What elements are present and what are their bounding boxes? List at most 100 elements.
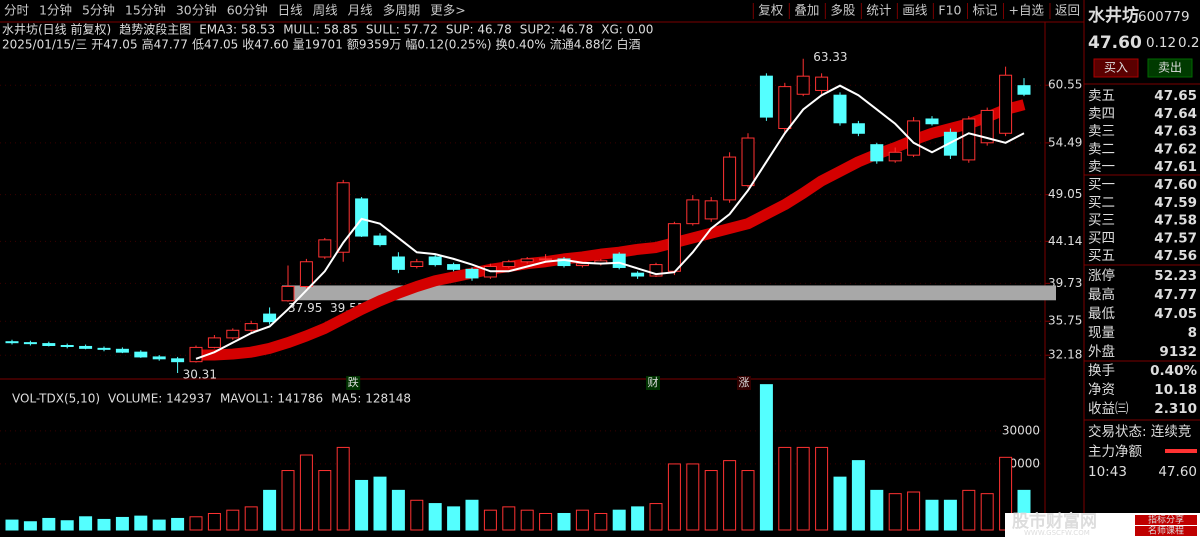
y-tick-label: 32.18	[1048, 348, 1082, 362]
period-tab[interactable]: 60分钟	[227, 3, 268, 18]
candle-body	[741, 137, 755, 187]
trend-band	[196, 99, 1026, 361]
trade-status: 交易状态: 连续竞	[1088, 423, 1191, 440]
row-label: 买一	[1088, 177, 1115, 193]
row-label: 收益㈢	[1088, 401, 1129, 417]
y-tick-label: 35.75	[1048, 314, 1082, 328]
volume-bar	[244, 506, 258, 531]
y-tick-label: 54.49	[1048, 135, 1082, 149]
volume-bar	[299, 454, 313, 531]
period-tab[interactable]: 30分钟	[176, 3, 217, 18]
candle-body	[5, 341, 19, 344]
period-tab[interactable]: 多周期	[383, 3, 421, 18]
volume-bar	[465, 499, 479, 531]
volume-bar	[833, 476, 847, 531]
candle-body	[796, 75, 810, 95]
buy-button[interactable]	[1093, 58, 1139, 78]
row-label: 买二	[1088, 195, 1115, 211]
tool-button[interactable]: 返回	[1055, 3, 1080, 18]
volume-bar	[980, 493, 994, 531]
signal-box	[346, 376, 361, 390]
bar-info: 低47.05	[192, 38, 238, 52]
period-tab[interactable]: 15分钟	[125, 3, 166, 18]
period-tab[interactable]: 5分钟	[82, 3, 115, 18]
candle-body	[815, 76, 829, 91]
volume-bar	[171, 517, 185, 531]
candle-body	[134, 351, 148, 358]
period-tab[interactable]: 分时	[4, 3, 30, 18]
row-label: 最低	[1088, 306, 1116, 322]
bar-info: 开47.05	[91, 38, 137, 52]
bar-info: 流通4.88亿	[550, 37, 613, 52]
tool-button[interactable]: 叠加	[794, 3, 819, 18]
candle-body	[336, 182, 350, 253]
tool-button[interactable]: 统计	[866, 3, 891, 18]
volume-bar	[741, 470, 755, 531]
row-value: 47.64	[1154, 106, 1197, 122]
row-value: 47.65	[1154, 88, 1197, 104]
period-tab[interactable]: 月线	[348, 3, 374, 18]
signal-box	[646, 376, 660, 390]
row-value: 47.77	[1154, 287, 1197, 303]
volume-bar	[79, 516, 93, 531]
tool-button[interactable]: 画线	[902, 3, 928, 18]
tag-label: 指标分享	[1148, 514, 1184, 526]
tool-button[interactable]: 标记	[972, 3, 998, 18]
row-value: 0.40%	[1150, 363, 1197, 379]
candle-body	[667, 223, 681, 272]
period-tab[interactable]: 1分钟	[39, 3, 72, 18]
volume-bar	[152, 519, 166, 531]
candle-body	[631, 272, 645, 277]
volume-bar	[5, 519, 19, 531]
volume-bar	[759, 384, 773, 531]
y-tick-label: 39.73	[1048, 276, 1082, 290]
period-tab[interactable]: 周线	[313, 3, 339, 18]
sell-label[interactable]: 卖出	[1158, 61, 1182, 75]
watermark-url: WWW.GSCFW.COM	[1024, 529, 1090, 537]
period-tab[interactable]: 日线	[278, 3, 304, 18]
row-value: 47.59	[1154, 195, 1197, 211]
candle-body	[465, 268, 479, 279]
watermark-name: 股市财富网	[1012, 511, 1097, 532]
candle-body	[318, 239, 332, 258]
candle-body	[428, 256, 442, 266]
tool-button[interactable]: F10	[938, 3, 961, 18]
indicator-value: 水井坊(日线 前复权)	[2, 22, 111, 37]
volume-bar	[355, 479, 369, 531]
candle-body	[23, 342, 37, 345]
last-price: 47.60	[1088, 33, 1142, 53]
period-tab[interactable]: 更多>	[430, 3, 465, 18]
row-label: 现量	[1088, 325, 1115, 341]
row-label: 最高	[1088, 286, 1115, 303]
row-label: 卖四	[1088, 106, 1115, 122]
volume-bar	[318, 470, 332, 531]
row-label: 外盘	[1088, 343, 1115, 360]
volume-bar	[778, 446, 792, 531]
tool-button[interactable]: +自选	[1009, 3, 1045, 18]
tool-button[interactable]: 多股	[830, 3, 856, 18]
volume-bar	[281, 470, 295, 531]
candle-body	[759, 75, 773, 118]
bar-info: 量19701	[293, 38, 343, 52]
buy-label[interactable]: 买入	[1104, 61, 1128, 75]
bar-info: 幅0.12(0.25%)	[405, 37, 491, 52]
row-value: 2.310	[1154, 401, 1197, 417]
candle-body	[97, 347, 111, 350]
volume-bar	[207, 512, 221, 531]
sell-button[interactable]	[1147, 58, 1193, 78]
bar-info: 收47.60	[242, 38, 288, 52]
volume-bar	[686, 463, 700, 531]
flow-bar	[1165, 449, 1197, 453]
tool-button[interactable]: 复权	[758, 3, 784, 18]
price-pct: 0.25%	[1178, 35, 1200, 51]
bar-info: 换0.40%	[496, 38, 546, 52]
low-annotation: 30.31	[183, 368, 217, 382]
bar-info: 高47.77	[142, 37, 188, 52]
candle-body	[833, 94, 847, 124]
volume-info: MAVOL1: 141786	[220, 392, 323, 406]
signal-label: 财	[648, 375, 659, 389]
indicator-value: SUP: 46.78	[446, 23, 512, 37]
candle-body	[226, 329, 240, 339]
